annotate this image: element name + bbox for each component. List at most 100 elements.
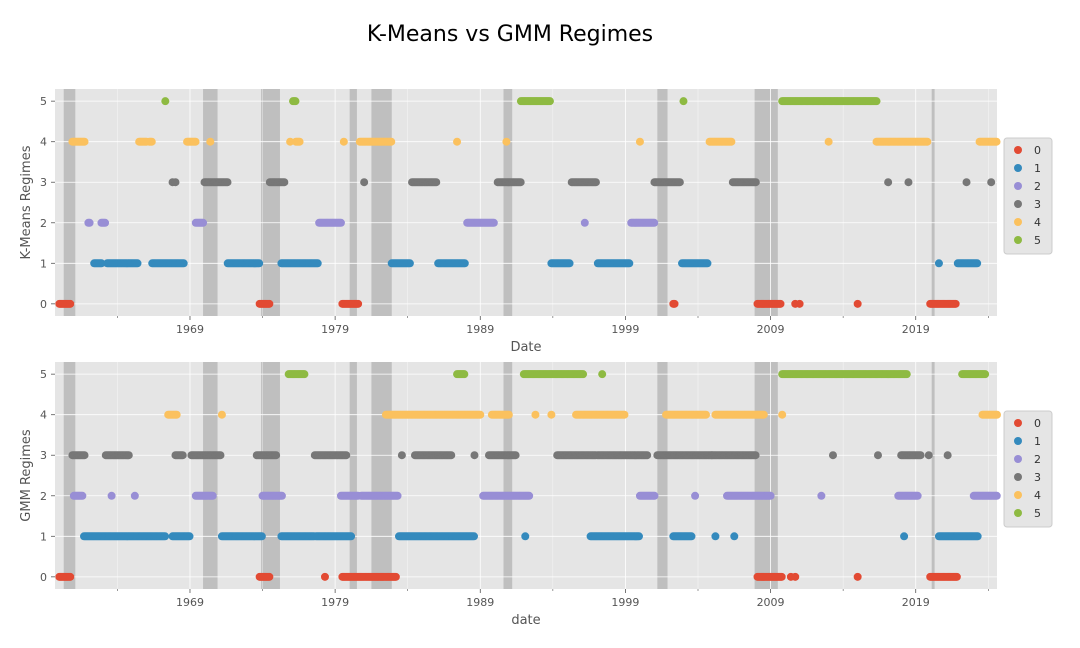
gmm-point-regime-4 — [476, 410, 485, 419]
gmm-point-regime-2 — [650, 491, 659, 500]
gmm-points — [55, 370, 1001, 581]
kmeans-recession-band — [63, 89, 76, 316]
kmeans-point-regime-5 — [161, 97, 170, 106]
kmeans-point-regime-3 — [223, 178, 232, 187]
kmeans-point-regime-0 — [776, 299, 785, 308]
kmeans-point-regime-1 — [460, 259, 469, 268]
kmeans-recession-bands — [63, 89, 935, 316]
gmm-point-regime-0 — [391, 572, 400, 581]
gmm-point-regime-3 — [470, 451, 479, 460]
kmeans-point-regime-4 — [147, 137, 156, 146]
gmm-point-regime-3 — [943, 451, 952, 460]
gmm-point-regime-1 — [521, 532, 530, 541]
gmm-point-regime-5 — [579, 370, 588, 379]
kmeans-y-tick-label: 2 — [40, 217, 47, 230]
gmm-point-regime-4 — [531, 410, 540, 419]
gmm-x-tick-label: 1989 — [466, 596, 494, 609]
gmm-point-regime-4 — [759, 410, 768, 419]
gmm-point-regime-2 — [992, 491, 1001, 500]
kmeans-legend-frame — [1003, 137, 1053, 255]
kmeans-recession-band — [931, 89, 935, 316]
gmm-point-regime-3 — [643, 451, 652, 460]
kmeans-legend-marker — [1014, 182, 1022, 190]
kmeans-y-tick-label: 3 — [40, 176, 47, 189]
kmeans-point-regime-0 — [265, 299, 274, 308]
gmm-point-regime-4 — [172, 410, 181, 419]
gmm-point-regime-2 — [525, 491, 534, 500]
kmeans-legend-label: 3 — [1034, 198, 1041, 211]
kmeans-point-regime-4 — [992, 137, 1001, 146]
figure-title: K-Means vs GMM Regimes — [367, 22, 653, 47]
kmeans-x-tick-label: 1989 — [466, 323, 494, 336]
gmm-legend-marker — [1014, 509, 1022, 517]
kmeans-point-regime-0 — [354, 299, 363, 308]
kmeans-point-regime-4 — [80, 137, 89, 146]
kmeans-point-regime-5 — [679, 97, 688, 106]
kmeans-legend-label: 1 — [1034, 162, 1041, 175]
kmeans-legend-marker — [1014, 164, 1022, 172]
kmeans-x-tick-label: 2019 — [902, 323, 930, 336]
gmm-point-regime-1 — [347, 532, 356, 541]
kmeans-point-regime-0 — [66, 299, 75, 308]
gmm-point-regime-3 — [447, 451, 456, 460]
kmeans-point-regime-1 — [97, 259, 106, 268]
gmm-point-regime-3 — [216, 451, 225, 460]
gmm-point-regime-1 — [185, 532, 194, 541]
gmm-point-regime-3 — [124, 451, 133, 460]
gmm-point-regime-2 — [277, 491, 286, 500]
kmeans-recession-band — [371, 89, 392, 316]
gmm-recession-band — [203, 362, 218, 589]
kmeans-recession-band — [503, 89, 513, 316]
gmm-y-tick-label: 3 — [40, 449, 47, 462]
kmeans-point-regime-4 — [191, 137, 200, 146]
kmeans-point-regime-3 — [171, 178, 180, 187]
kmeans-point-regime-4 — [635, 137, 644, 146]
kmeans-point-regime-1 — [703, 259, 712, 268]
kmeans-legend: 0 1 2 3 4 5 — [1003, 137, 1053, 255]
gmm-point-regime-4 — [217, 410, 226, 419]
gmm-point-regime-3 — [511, 451, 520, 460]
kmeans-point-regime-5 — [545, 97, 554, 106]
kmeans-point-regime-2 — [85, 218, 94, 227]
kmeans-point-regime-4 — [286, 137, 295, 146]
kmeans-point-regime-2 — [580, 218, 589, 227]
gmm-point-regime-4 — [701, 410, 710, 419]
gmm-point-regime-5 — [981, 370, 990, 379]
gmm-legend-label: 4 — [1034, 489, 1041, 502]
gmm-recession-band — [349, 362, 357, 589]
gmm-legend-frame — [1003, 410, 1053, 528]
kmeans-point-regime-4 — [727, 137, 736, 146]
kmeans-legend-marker — [1014, 200, 1022, 208]
gmm-y-tick-label: 5 — [40, 368, 47, 381]
kmeans-point-regime-1 — [934, 259, 943, 268]
gmm-point-regime-2 — [130, 491, 139, 500]
gmm-point-regime-5 — [598, 370, 607, 379]
kmeans-recession-band — [657, 89, 668, 316]
kmeans-recession-band — [203, 89, 218, 316]
kmeans-recession-band — [261, 89, 280, 316]
kmeans-x-tick-label: 2009 — [757, 323, 785, 336]
kmeans-y-tick-label: 1 — [40, 257, 47, 270]
kmeans-legend-label: 4 — [1034, 216, 1041, 229]
kmeans-point-regime-3 — [675, 178, 684, 187]
gmm-point-regime-2 — [393, 491, 402, 500]
kmeans-point-regime-3 — [516, 178, 525, 187]
kmeans-point-regime-4 — [206, 137, 215, 146]
kmeans-points — [55, 97, 1001, 308]
gmm-recession-band — [754, 362, 778, 589]
kmeans-point-regime-1 — [313, 259, 322, 268]
kmeans-x-tick-label: 1969 — [176, 323, 204, 336]
kmeans-point-regime-4 — [295, 137, 304, 146]
gmm-point-regime-0 — [952, 572, 961, 581]
kmeans-point-regime-1 — [179, 259, 188, 268]
kmeans-point-regime-4 — [502, 137, 511, 146]
gmm-point-regime-2 — [208, 491, 217, 500]
kmeans-plot-area — [55, 89, 997, 316]
gmm-point-regime-0 — [791, 572, 800, 581]
kmeans-point-regime-3 — [987, 178, 996, 187]
kmeans-point-regime-1 — [405, 259, 414, 268]
gmm-point-regime-2 — [107, 491, 116, 500]
gmm-recession-band — [261, 362, 280, 589]
gmm-legend-marker — [1014, 491, 1022, 499]
